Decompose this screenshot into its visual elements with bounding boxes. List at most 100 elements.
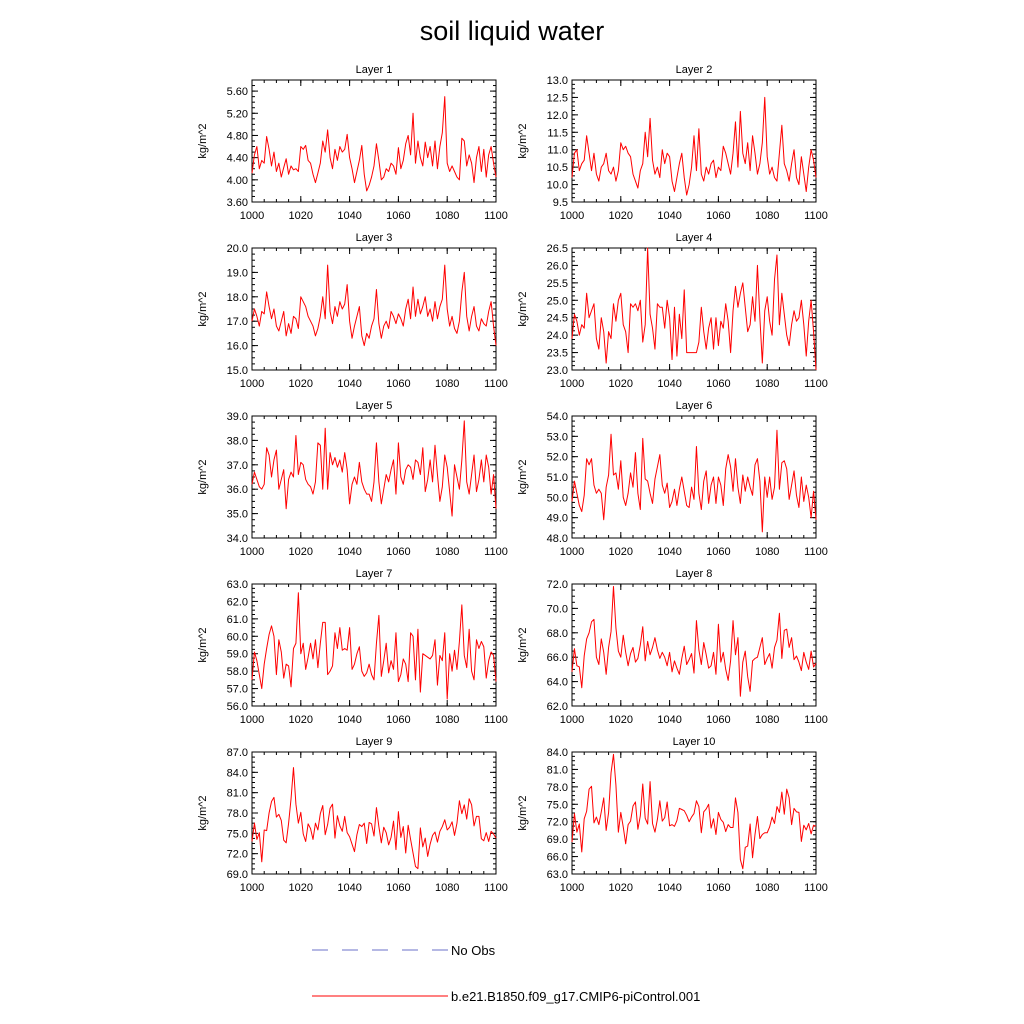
y-tick-label: 19.0 bbox=[227, 267, 248, 279]
y-tick-label: 26.5 bbox=[547, 243, 568, 255]
y-tick-label: 50.0 bbox=[547, 492, 568, 504]
y-tick-label: 81.0 bbox=[227, 788, 248, 800]
x-tick-label: 1040 bbox=[657, 714, 681, 726]
x-tick-label: 1020 bbox=[289, 714, 313, 726]
x-tick-label: 1100 bbox=[804, 378, 828, 390]
y-tick-label: 61.0 bbox=[227, 614, 248, 626]
y-tick-label: 5.60 bbox=[227, 86, 248, 98]
y-tick-label: 63.0 bbox=[227, 579, 248, 591]
y-tick-label: 51.0 bbox=[547, 472, 568, 484]
plot-frame bbox=[571, 247, 817, 371]
y-tick-label: 81.0 bbox=[547, 764, 568, 776]
y-tick-label: 84.0 bbox=[227, 767, 248, 779]
y-tick-label: 36.0 bbox=[227, 484, 248, 496]
x-tick-label: 1100 bbox=[804, 714, 828, 726]
y-tick-label: 87.0 bbox=[227, 747, 248, 759]
y-axis-label: kg/m^2 bbox=[517, 627, 529, 662]
panel-title: Layer 8 bbox=[676, 568, 713, 580]
y-tick-label: 54.0 bbox=[547, 411, 568, 423]
panel-title: Layer 4 bbox=[676, 232, 713, 244]
series-line bbox=[251, 264, 497, 347]
x-tick-label: 1020 bbox=[289, 210, 313, 222]
plot-frame bbox=[251, 247, 497, 371]
x-tick-label: 1020 bbox=[609, 546, 633, 558]
y-tick-label: 25.0 bbox=[547, 295, 568, 307]
y-tick-label: 5.20 bbox=[227, 108, 248, 120]
series-line bbox=[571, 585, 817, 697]
x-tick-label: 1080 bbox=[755, 714, 779, 726]
y-tick-label: 78.0 bbox=[227, 808, 248, 820]
y-tick-label: 75.0 bbox=[547, 799, 568, 811]
y-tick-label: 4.80 bbox=[227, 130, 248, 142]
x-tick-label: 1040 bbox=[337, 714, 361, 726]
panel-title: Layer 1 bbox=[356, 64, 393, 76]
panel-title: Layer 6 bbox=[676, 400, 713, 412]
x-tick-label: 1100 bbox=[484, 714, 508, 726]
x-tick-label: 1080 bbox=[755, 378, 779, 390]
chart-panel-7: Layer 7 kg/m^2 56.0 57.0 58.0 59.0 60.0 61.0 62.… bbox=[197, 568, 508, 726]
y-tick-label: 10.0 bbox=[547, 180, 568, 192]
series-line bbox=[571, 753, 817, 870]
panel-title: Layer 9 bbox=[356, 736, 393, 748]
y-tick-label: 57.0 bbox=[227, 684, 248, 696]
x-tick-label: 1020 bbox=[609, 210, 633, 222]
x-tick-label: 1100 bbox=[484, 546, 508, 558]
figure-title: soil liquid water bbox=[420, 16, 605, 46]
y-axis-label: kg/m^2 bbox=[197, 459, 209, 494]
y-tick-label: 11.0 bbox=[547, 145, 568, 157]
x-tick-label: 1060 bbox=[386, 378, 410, 390]
x-tick-label: 1060 bbox=[386, 210, 410, 222]
y-tick-label: 48.0 bbox=[547, 533, 568, 545]
y-tick-label: 18.0 bbox=[227, 292, 248, 304]
x-tick-label: 1020 bbox=[289, 546, 313, 558]
y-tick-label: 12.5 bbox=[547, 92, 568, 104]
x-tick-label: 1060 bbox=[386, 546, 410, 558]
panel-title: Layer 10 bbox=[673, 736, 716, 748]
legend: No Obs b.e21.B1850.f09_g17.CMIP6-piContr… bbox=[312, 943, 700, 1004]
legend-obs-label: No Obs bbox=[451, 943, 496, 958]
x-tick-label: 1040 bbox=[337, 546, 361, 558]
y-tick-label: 4.40 bbox=[227, 153, 248, 165]
series-line bbox=[571, 96, 817, 196]
x-tick-label: 1080 bbox=[435, 378, 459, 390]
y-axis-label: kg/m^2 bbox=[197, 291, 209, 326]
panel-title: Layer 7 bbox=[356, 568, 393, 580]
x-tick-label: 1020 bbox=[289, 882, 313, 894]
x-tick-label: 1100 bbox=[804, 546, 828, 558]
chart-panel-9: Layer 9 kg/m^2 69.0 72.0 75.0 78.0 81.0 84.0 87.… bbox=[197, 736, 508, 894]
series-line bbox=[251, 592, 497, 700]
x-tick-label: 1000 bbox=[240, 210, 264, 222]
y-tick-label: 78.0 bbox=[547, 782, 568, 794]
y-tick-label: 10.5 bbox=[547, 162, 568, 174]
plot-frame bbox=[251, 79, 497, 203]
y-tick-label: 69.0 bbox=[227, 869, 248, 881]
y-tick-label: 13.0 bbox=[547, 75, 568, 87]
x-tick-label: 1080 bbox=[755, 546, 779, 558]
x-tick-label: 1100 bbox=[484, 378, 508, 390]
y-tick-label: 24.0 bbox=[547, 330, 568, 342]
x-tick-label: 1100 bbox=[804, 882, 828, 894]
panel-title: Layer 2 bbox=[676, 64, 713, 76]
y-tick-label: 63.0 bbox=[547, 869, 568, 881]
x-tick-label: 1060 bbox=[386, 882, 410, 894]
y-tick-label: 52.0 bbox=[547, 452, 568, 464]
legend-model-label: b.e21.B1850.f09_g17.CMIP6-piControl.001 bbox=[451, 989, 700, 1004]
x-tick-label: 1080 bbox=[435, 882, 459, 894]
x-tick-label: 1000 bbox=[560, 378, 584, 390]
y-tick-label: 12.0 bbox=[547, 110, 568, 122]
y-tick-label: 66.0 bbox=[547, 852, 568, 864]
chart-panel-8: Layer 8 kg/m^2 62.0 64.0 66.0 68.0 70.0 72.0 100… bbox=[517, 568, 828, 726]
x-tick-label: 1040 bbox=[657, 210, 681, 222]
x-tick-label: 1080 bbox=[435, 546, 459, 558]
x-tick-label: 1000 bbox=[560, 210, 584, 222]
x-tick-label: 1000 bbox=[560, 714, 584, 726]
y-tick-label: 35.0 bbox=[227, 509, 248, 521]
y-tick-label: 20.0 bbox=[227, 243, 248, 255]
y-tick-label: 64.0 bbox=[547, 677, 568, 689]
y-tick-label: 17.0 bbox=[227, 316, 248, 328]
y-axis-label: kg/m^2 bbox=[517, 291, 529, 326]
x-tick-label: 1060 bbox=[706, 714, 730, 726]
y-tick-label: 62.0 bbox=[547, 701, 568, 713]
panel-title: Layer 3 bbox=[356, 232, 393, 244]
